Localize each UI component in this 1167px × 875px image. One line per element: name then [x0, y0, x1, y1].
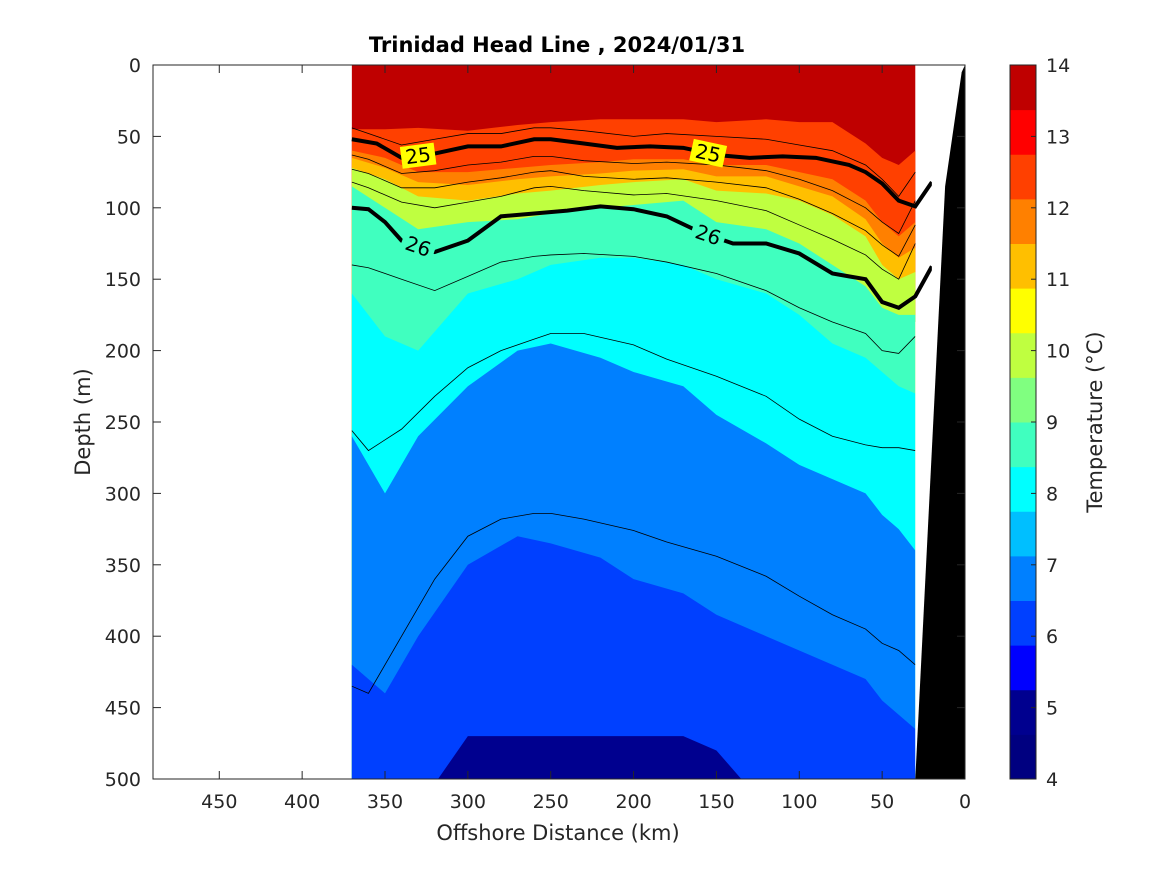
- thin-contours: [351, 127, 916, 694]
- colorbar-label: Temperature (°C): [1083, 331, 1107, 513]
- thin-contour-c6: [351, 333, 916, 452]
- colorbar-swatch: [1010, 198, 1036, 244]
- x-tick-label: 250: [533, 791, 569, 813]
- density-label-text: 25: [693, 139, 723, 168]
- density-label-bg: [398, 230, 438, 263]
- y-tick-label: 300: [105, 483, 141, 505]
- colorbar-tick-label: 11: [1046, 269, 1070, 291]
- chart-title: Trinidad Head Line , 2024/01/31: [369, 33, 745, 57]
- colorbar-ticks: 4 5 6 7 8 9 10 11 12 13 14: [1031, 55, 1070, 791]
- colorbar-tick-label: 5: [1046, 698, 1058, 720]
- colorbar-swatch: [1010, 422, 1036, 468]
- colorbar-swatch: [1010, 243, 1036, 289]
- x-tick-label: 100: [781, 791, 817, 813]
- density-label-bg: [688, 218, 728, 251]
- y-tick-label: 350: [105, 555, 141, 577]
- colorbar: 4 5 6 7 8 9 10 11 12 13 14: [1009, 55, 1070, 791]
- x-tick-label: 300: [450, 791, 486, 813]
- density-label-text: 25: [404, 142, 432, 169]
- density-label-25-0: 25: [399, 142, 437, 169]
- thin-contour-c7: [351, 512, 916, 694]
- y-tick-label: 400: [105, 626, 141, 648]
- colorbar-tick-label: 9: [1046, 412, 1058, 434]
- y-tick-label: 250: [105, 412, 141, 434]
- colorbar-swatch: [1010, 645, 1036, 691]
- colorbar-swatch: [1010, 65, 1036, 111]
- x-tick-label: 400: [284, 791, 320, 813]
- y-tick-label: 50: [117, 126, 141, 148]
- thin-contour-c2: [351, 154, 916, 235]
- colorbar-swatches: [1010, 65, 1036, 780]
- colorbar-swatch: [1010, 288, 1036, 334]
- colorbar-tick-label: 6: [1046, 626, 1058, 648]
- density-label-25-1: 25: [689, 138, 728, 168]
- colorbar-swatch: [1010, 109, 1036, 155]
- colorbar-swatch: [1010, 377, 1036, 423]
- colorbar-swatch: [1010, 511, 1036, 557]
- field-band-t5: [438, 736, 742, 779]
- x-tick-label: 200: [615, 791, 651, 813]
- density-label-bg: [399, 142, 437, 169]
- colorbar-tick-label: 7: [1046, 555, 1058, 577]
- seafloor: [915, 65, 965, 779]
- y-axis: 0 50 100 150 200 250 300 350 400 450 500: [105, 55, 965, 791]
- thin-contour-c1: [351, 127, 916, 198]
- y-tick-label: 150: [105, 269, 141, 291]
- thin-contour-c3: [351, 168, 916, 257]
- colorbar-tick-label: 10: [1046, 341, 1070, 363]
- colorbar-swatch: [1010, 332, 1036, 378]
- colorbar-tick-label: 14: [1046, 55, 1070, 77]
- x-tick-label: 0: [959, 791, 971, 813]
- colorbar-swatch: [1010, 466, 1036, 512]
- y-tick-label: 0: [129, 55, 141, 77]
- colorbar-swatch: [1010, 600, 1036, 646]
- x-axis: 450 400 350 300 250 200 150 100 50 0: [201, 65, 971, 813]
- density-contour-25: [351, 137, 934, 209]
- colorbar-swatch: [1010, 734, 1036, 780]
- y-tick-label: 200: [105, 341, 141, 363]
- colorbar-tick-label: 13: [1046, 126, 1070, 148]
- y-axis-label: Depth (m): [71, 368, 95, 475]
- colorbar-tick-label: 4: [1046, 769, 1058, 791]
- x-axis-label: Offshore Distance (km): [436, 821, 679, 845]
- colorbar-swatch: [1010, 154, 1036, 200]
- field-band-t6: [351, 536, 916, 779]
- thin-contour-c5: [351, 253, 916, 354]
- x-tick-label: 450: [201, 791, 237, 813]
- x-tick-label: 350: [367, 791, 403, 813]
- colorbar-tick-label: 8: [1046, 483, 1058, 505]
- x-tick-label: 150: [698, 791, 734, 813]
- colorbar-swatch: [1010, 555, 1036, 601]
- colorbar-swatch: [1010, 689, 1036, 735]
- thin-contour-c4: [351, 181, 916, 280]
- y-tick-label: 500: [105, 769, 141, 791]
- bathymetry: [915, 65, 965, 779]
- x-tick-label: 50: [870, 791, 894, 813]
- y-tick-label: 100: [105, 198, 141, 220]
- y-tick-label: 450: [105, 698, 141, 720]
- colorbar-tick-label: 12: [1046, 198, 1070, 220]
- density-label-bg: [689, 138, 728, 168]
- temperature-field: [351, 65, 916, 779]
